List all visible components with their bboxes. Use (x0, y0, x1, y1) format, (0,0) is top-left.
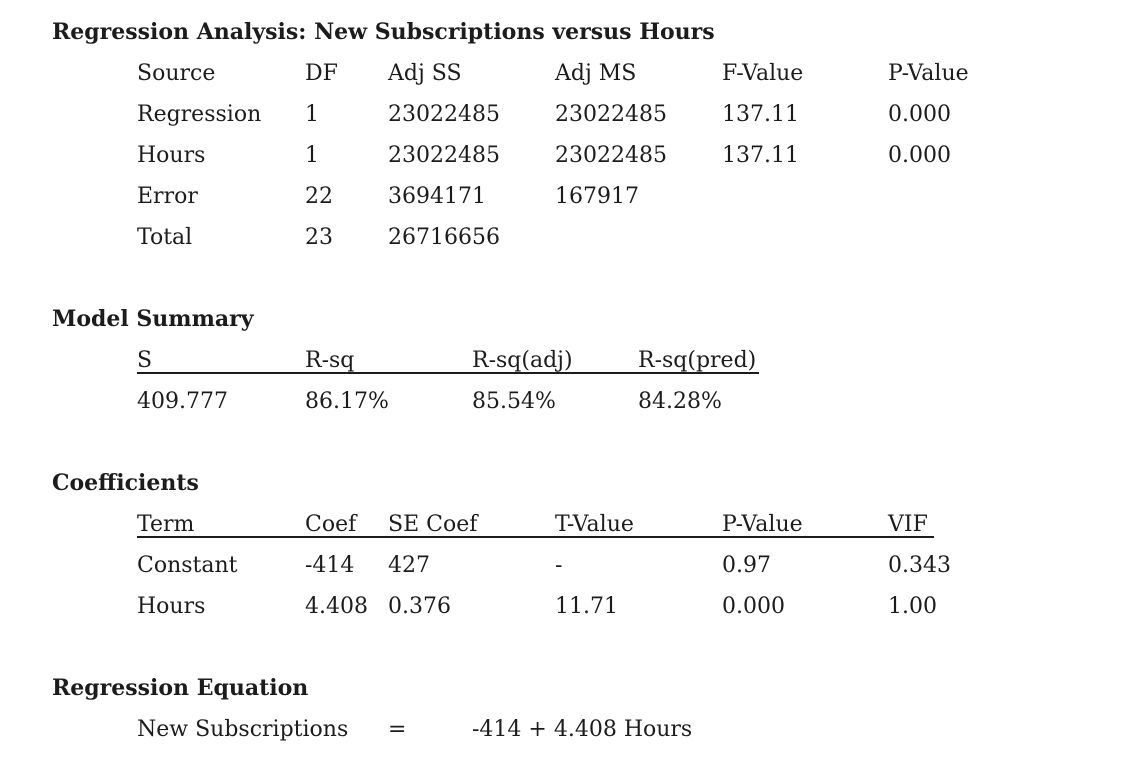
table-row-constant: Constant -414 427 - 0.97 0.343 (137, 545, 951, 586)
table-cell (722, 217, 888, 258)
table-cell: 137.11 (722, 102, 799, 127)
column-header-p-value: P-Value (888, 61, 969, 86)
table-row-regression: Regression 1 23022485 23022485 137.11 0.… (137, 94, 978, 135)
table-cell: 26716656 (388, 225, 500, 250)
anova-table: Source DF Adj SS Adj MS F-Value P-Value … (137, 53, 978, 258)
table-cell: 0.000 (888, 102, 951, 127)
regression-equation: New Subscriptions = -414 + 4.408 Hours (137, 709, 1142, 750)
equation-response: New Subscriptions (137, 717, 349, 742)
column-header-vif: VIF (888, 504, 934, 545)
table-cell (888, 176, 978, 217)
column-header-r-sq-adj: R-sq(adj) (472, 340, 638, 381)
table-row-hours: Hours 1 23022485 23022485 137.11 0.000 (137, 135, 978, 176)
coefficients-heading: Coefficients (52, 470, 199, 496)
table-cell: 1 (305, 102, 319, 127)
model-summary-heading: Model Summary (52, 306, 254, 332)
table-cell: 427 (388, 553, 430, 578)
coefficients-header-row: Term Coef SE Coef T-Value P-Value VIF (137, 504, 934, 545)
column-header-s: S (137, 340, 305, 381)
model-summary-values-row: 409.777 86.17% 85.54% 84.28% (137, 381, 759, 422)
table-cell: Constant (137, 553, 238, 578)
table-row-total: Total 23 26716656 (137, 217, 978, 258)
table-cell: 1 (305, 143, 319, 168)
table-cell: 0.376 (388, 594, 451, 619)
table-cell: 0.000 (722, 594, 785, 619)
column-header-r-sq: R-sq (305, 340, 472, 381)
table-cell: 23022485 (555, 143, 667, 168)
table-cell: 23022485 (388, 143, 500, 168)
table-cell: 22 (305, 184, 333, 209)
column-header-se-coef: SE Coef (388, 504, 555, 545)
table-cell: 85.54% (472, 389, 556, 414)
table-cell (555, 217, 722, 258)
column-header-coef: Coef (305, 504, 388, 545)
table-cell: 23022485 (555, 102, 667, 127)
anova-header-row: Source DF Adj SS Adj MS F-Value P-Value (137, 53, 978, 94)
table-row-error: Error 22 3694171 167917 (137, 176, 978, 217)
table-cell (722, 176, 888, 217)
table-cell: - (555, 553, 563, 578)
table-cell: Hours (137, 594, 206, 619)
equation-formula: -414 + 4.408 Hours (472, 717, 693, 742)
table-cell: 23 (305, 225, 333, 250)
table-cell: Total (137, 225, 193, 250)
column-header-t-value: T-Value (555, 504, 722, 545)
report-title: Regression Analysis: New Subscriptions v… (52, 19, 715, 45)
table-cell: 1.00 (888, 594, 937, 619)
table-cell: 0.97 (722, 553, 771, 578)
table-cell: 409.777 (137, 389, 228, 414)
column-header-f-value: F-Value (722, 61, 804, 86)
regression-equation-heading: Regression Equation (52, 675, 309, 701)
table-cell: 0.000 (888, 143, 951, 168)
column-header-adj-ss: Adj SS (388, 61, 462, 86)
column-header-source: Source (137, 61, 216, 86)
regression-report: Regression Analysis: New Subscriptions v… (52, 19, 1142, 750)
column-header-adj-ms: Adj MS (555, 61, 637, 86)
column-header-r-sq-pred: R-sq(pred) (638, 340, 759, 381)
column-header-p-value: P-Value (722, 504, 888, 545)
table-row-hours-coef: Hours 4.408 0.376 11.71 0.000 1.00 (137, 586, 937, 627)
table-cell: 3694171 (388, 184, 486, 209)
table-cell: Hours (137, 143, 206, 168)
table-cell: Error (137, 184, 198, 209)
model-summary-header-row: S R-sq R-sq(adj) R-sq(pred) (137, 340, 759, 381)
table-cell: 23022485 (388, 102, 500, 127)
table-cell: Regression (137, 102, 262, 127)
table-cell: -414 (305, 553, 355, 578)
table-cell: 11.71 (555, 594, 618, 619)
column-header-term: Term (137, 504, 305, 545)
table-cell: 84.28% (638, 389, 722, 414)
column-header-df: DF (305, 61, 338, 86)
table-cell: 0.343 (888, 553, 951, 578)
table-cell (888, 217, 978, 258)
coefficients-table: Term Coef SE Coef T-Value P-Value VIF Co… (137, 504, 951, 627)
table-cell: 86.17% (305, 389, 389, 414)
equation-equals-sign: = (388, 717, 407, 742)
table-cell: 137.11 (722, 143, 799, 168)
table-cell: 4.408 (305, 594, 368, 619)
table-cell: 167917 (555, 184, 639, 209)
model-summary-table: S R-sq R-sq(adj) R-sq(pred) 409.777 86.1… (137, 340, 759, 422)
